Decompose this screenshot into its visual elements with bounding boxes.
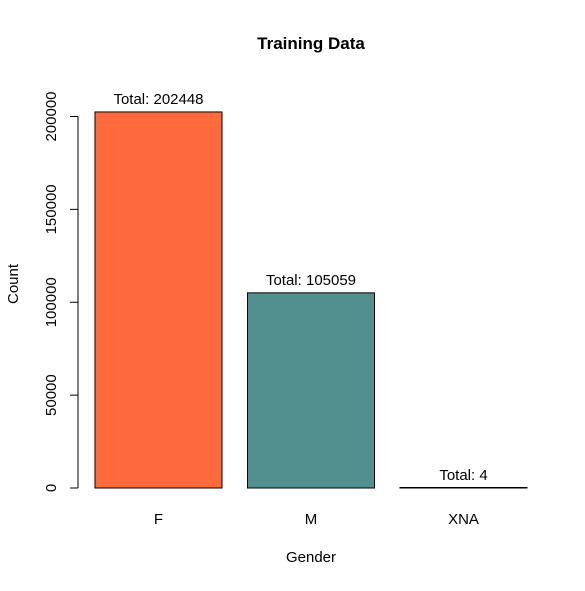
bar-xna — [399, 487, 528, 489]
data-label: Total: 105059 — [266, 272, 356, 289]
bars — [94, 111, 528, 489]
y-tick-label: 100000 — [43, 277, 60, 327]
x-tick-labels: F M XNA — [154, 511, 479, 528]
bar-f — [94, 111, 223, 489]
x-axis-label: Gender — [286, 549, 336, 566]
data-label: Total: 4 — [439, 467, 487, 484]
x-tick-label: F — [154, 511, 163, 528]
y-tick-label: 150000 — [43, 184, 60, 234]
y-tick-label: 200000 — [43, 91, 60, 141]
y-axis: 0 50000 100000 150000 200000 — [43, 91, 79, 492]
y-tick-label: 0 — [43, 484, 60, 492]
chart-title: Training Data — [257, 34, 365, 53]
y-tick-label: 50000 — [43, 374, 60, 416]
data-label: Total: 202448 — [113, 91, 203, 108]
x-tick-label: M — [305, 511, 318, 528]
data-labels: Total: 202448 Total: 105059 Total: 4 — [113, 91, 487, 484]
x-tick-label: XNA — [448, 511, 479, 528]
y-axis-label: Count — [5, 263, 22, 304]
bar-m — [247, 292, 375, 489]
